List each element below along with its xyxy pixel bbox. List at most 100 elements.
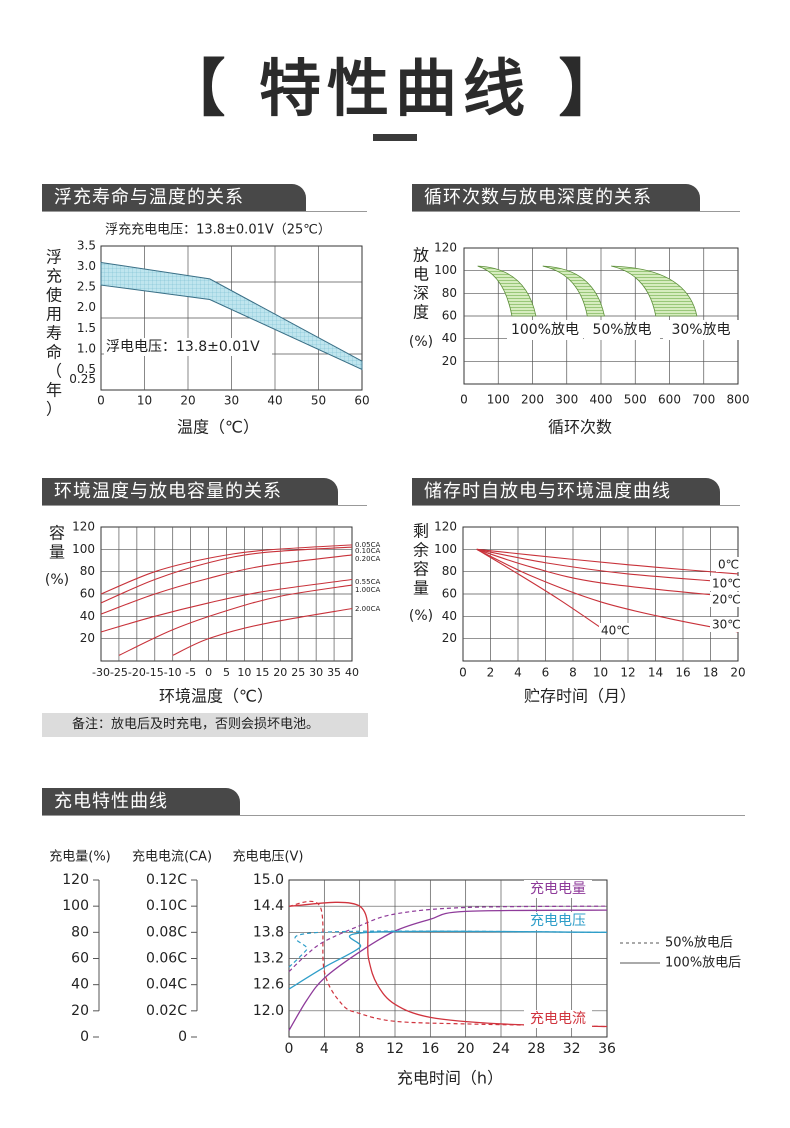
chart3-xtick: 15 <box>255 666 269 679</box>
chart4-xtick: 14 <box>648 666 663 680</box>
self-discharge-line <box>476 548 601 628</box>
charge-dashed-line-2 <box>288 900 608 1028</box>
charge-capacity-tick: 60 <box>71 951 89 967</box>
charge-xtick: 28 <box>527 1041 545 1057</box>
chart3-xtick: 35 <box>327 666 341 679</box>
chart4-ylabel: 余 <box>413 541 429 560</box>
charge-capacity-tick: 80 <box>71 924 89 940</box>
chart4-ylabel: 剩 <box>413 522 429 541</box>
section-header-float-life: 浮充寿命与温度的关系 <box>42 184 306 212</box>
chart1-ylabel: ） <box>46 400 62 419</box>
temp-capacity-line <box>100 554 353 615</box>
chart4-xtick: 4 <box>514 666 522 680</box>
charge-voltage-tick: 12.6 <box>253 977 284 993</box>
chart1-ytick: 3.0 <box>77 259 96 273</box>
self-discharge-series-label: 20℃ <box>712 593 741 607</box>
chart1-ylabel: 年 <box>46 381 62 400</box>
chart2-ylabel: 电 <box>413 265 429 284</box>
self-discharge-line <box>476 548 739 598</box>
charge-voltage-tick: 13.8 <box>253 924 284 940</box>
chart3-ylabel: 容 <box>49 524 65 543</box>
temp-capacity-line <box>118 584 353 656</box>
section-divider <box>42 505 367 506</box>
chart2-xtick: 200 <box>521 393 544 407</box>
charge-line-2 <box>288 901 608 1028</box>
chart2-xlabel: 循环次数 <box>548 418 612 437</box>
cycle-label: 30%放电 <box>671 322 730 338</box>
chart4-ytick: 40 <box>442 609 457 623</box>
chart4-ytick: 120 <box>434 520 457 534</box>
self-discharge-line <box>476 548 739 575</box>
charge-legend-label: 50%放电后 <box>665 936 733 951</box>
chart4-xtick: 18 <box>703 666 718 680</box>
chart1-subtitle: 浮充充电电压：13.8±0.01V（25℃） <box>105 222 331 238</box>
chart3-ytick: 80 <box>80 564 95 578</box>
chart1-ylabel: 寿 <box>46 324 62 343</box>
cycle-band-2 <box>611 265 698 317</box>
charge-axis-title: 充电电压(V) <box>232 849 303 865</box>
charge-voltage-tick: 13.2 <box>253 951 284 967</box>
charge-series-label-bg <box>524 1010 592 1028</box>
charge-capacity-tick: 0 <box>80 1029 89 1045</box>
section-header-self-discharge: 储存时自放电与环境温度曲线 <box>412 478 720 506</box>
chart2-xtick: 300 <box>555 393 578 407</box>
chart1-xtick: 10 <box>137 394 152 408</box>
charge-axis-title: 充电量(%) <box>49 849 111 865</box>
self-discharge-series-label: 30℃ <box>712 618 741 632</box>
self-discharge-line <box>476 548 739 633</box>
self-discharge-label-bg <box>710 617 740 632</box>
chart1-ytick: 2.0 <box>77 300 96 314</box>
chart4-xtick: 0 <box>459 666 467 680</box>
charge-current-tick: 0.12C <box>146 872 187 888</box>
chart3-xtick: 20 <box>273 666 287 679</box>
chart1-xtick: 0 <box>97 394 105 408</box>
chart3-xtick: 40 <box>345 666 359 679</box>
charge-xtick: 16 <box>421 1041 439 1057</box>
chart2-ylabel: 放 <box>413 246 429 265</box>
self-discharge-series-label: 0℃ <box>718 558 739 572</box>
title-underline <box>373 134 417 141</box>
chart4-ylabel-unit: (%) <box>409 608 433 624</box>
self-discharge-line <box>476 548 739 584</box>
note: 备注：放电后及时充电，否则会损坏电池。 <box>42 713 368 737</box>
temp-capacity-series-label: 1.00CA <box>355 586 380 594</box>
chart1-ylabel: 使 <box>46 286 62 305</box>
chart1-ytick: 3.5 <box>77 239 96 253</box>
chart2-ytick: 100 <box>434 263 457 277</box>
charge-line-1 <box>288 930 608 990</box>
charge-current-tick: 0.06C <box>146 951 187 967</box>
charge-xtick: 32 <box>563 1041 581 1057</box>
cycle-label-bg <box>507 320 583 340</box>
chart1-annotation-bg <box>104 338 272 356</box>
charge-current-tick: 0 <box>178 1029 187 1045</box>
charge-current-tick: 0.04C <box>146 977 187 993</box>
section-divider <box>412 505 740 506</box>
temp-capacity-series-label: 0.05CA <box>355 541 380 549</box>
section-header-cycle-life: 循环次数与放电深度的关系 <box>412 184 700 212</box>
chart2-ylabel-unit: (%) <box>409 334 433 350</box>
chart3-ytick: 100 <box>72 542 95 556</box>
charge-current-tick: 0.02C <box>146 1003 187 1019</box>
cycle-label: 100%放电 <box>511 322 579 338</box>
charge-voltage-tick: 14.4 <box>253 898 284 914</box>
temp-capacity-series-label: 2.00CA <box>355 605 380 613</box>
chart1-ytick: 0.5 <box>77 362 96 376</box>
charge-xtick: 24 <box>492 1041 510 1057</box>
chart2-xtick: 800 <box>727 393 750 407</box>
charge-xtick: 0 <box>285 1041 294 1057</box>
charge-voltage-tick: 15.0 <box>253 872 284 888</box>
temp-capacity-line <box>100 578 353 633</box>
chart3-xlabel: 环境温度（℃） <box>159 687 273 706</box>
chart2-xtick: 600 <box>658 393 681 407</box>
charge-xlabel: 充电时间（h） <box>397 1069 503 1088</box>
chart4-xtick: 10 <box>593 666 608 680</box>
chart3-xtick: 25 <box>291 666 305 679</box>
chart2-xtick: 700 <box>692 393 715 407</box>
chart4-xtick: 8 <box>569 666 577 680</box>
chart2-ytick: 40 <box>442 331 457 345</box>
chart4-ytick: 100 <box>434 542 457 556</box>
self-discharge-series-label: 10℃ <box>712 577 741 591</box>
cycle-label-bg <box>663 320 739 340</box>
chart4-xlabel: 贮存时间（月） <box>524 687 636 706</box>
chart3-xtick: -20 <box>128 666 146 679</box>
